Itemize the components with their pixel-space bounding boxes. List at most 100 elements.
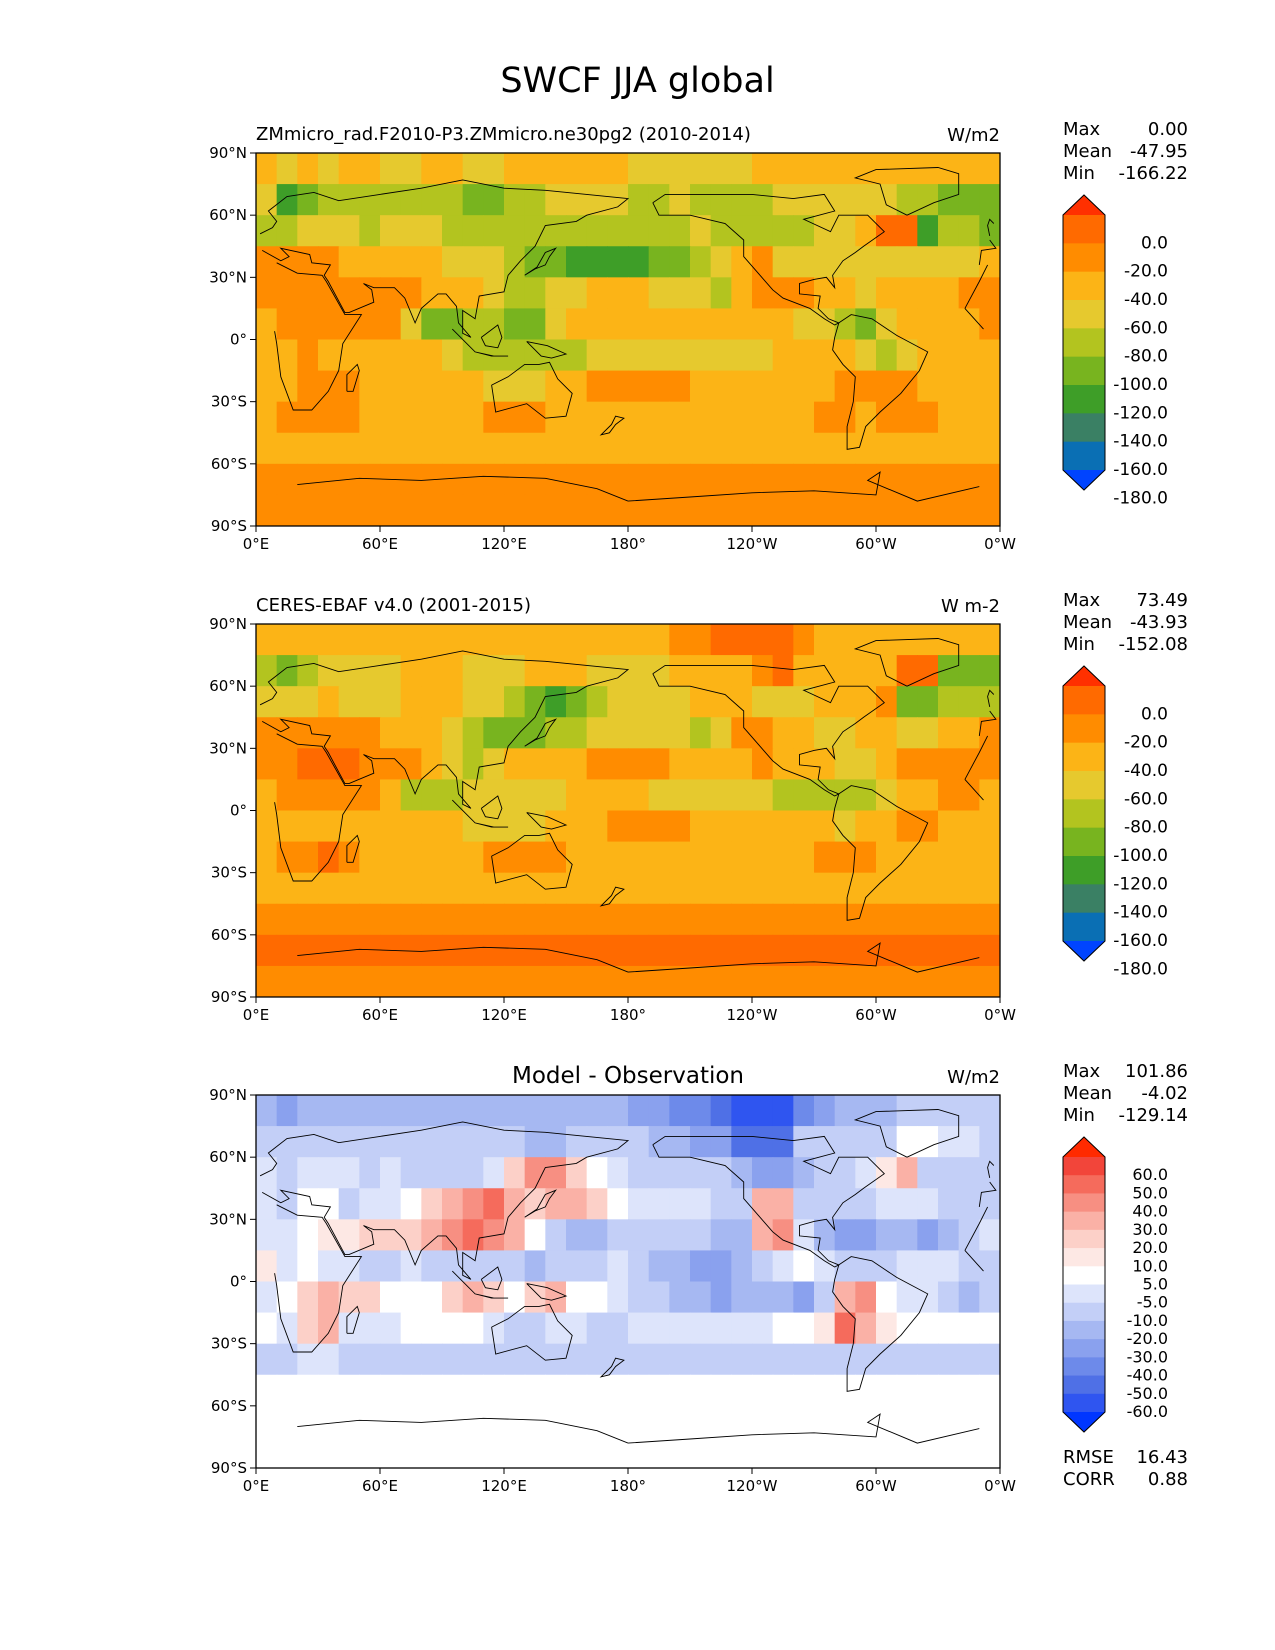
colorbar-label: -80.0 [1124, 818, 1168, 838]
field-cell [834, 1374, 856, 1407]
field-cell [876, 184, 898, 216]
field-cell [917, 277, 939, 310]
colorbar-segment [1063, 1266, 1105, 1285]
field-cell [958, 872, 980, 905]
stat-label: Mean [1063, 612, 1112, 633]
field-cell [648, 1312, 670, 1345]
field-cell [566, 246, 588, 278]
field-cell [380, 903, 402, 936]
field-cell [855, 624, 877, 656]
colorbar-label: -40.0 [1124, 290, 1168, 310]
x-tick-label: 180° [610, 1477, 646, 1495]
colorbar-top-extend [1063, 666, 1105, 686]
field-cell [917, 1281, 939, 1314]
field-cell [256, 432, 278, 465]
field-cell [421, 1126, 443, 1158]
field-cell [690, 370, 712, 403]
field-cell [834, 370, 856, 403]
field-cell [545, 1436, 567, 1468]
field-cell [958, 841, 980, 874]
field-cell [524, 1157, 546, 1189]
field-cell [628, 624, 650, 656]
field-cell [442, 1436, 464, 1468]
field-cell [380, 401, 402, 434]
colorbar-segment [1063, 385, 1105, 414]
field-cell [690, 624, 712, 656]
field-cell [979, 624, 1000, 656]
field-cell [938, 370, 960, 403]
field-cell [876, 246, 898, 278]
field-cell [380, 686, 402, 718]
field-cell [607, 246, 629, 278]
field-cell [938, 401, 960, 434]
field-cell [256, 903, 278, 936]
colorbar-segment [1063, 441, 1105, 471]
colorbar-label: -10.0 [1127, 1311, 1168, 1330]
field-cell [938, 1405, 960, 1438]
field-cell [338, 308, 360, 341]
field-cell [462, 965, 484, 997]
field-cell [690, 401, 712, 434]
field-cell [442, 965, 464, 997]
field-cell [834, 401, 856, 434]
field-cell [917, 655, 939, 687]
field-cell [380, 624, 402, 656]
field-cell [545, 1126, 567, 1158]
field-cell [421, 1095, 443, 1127]
field-cell [256, 779, 278, 812]
field-cell [318, 401, 340, 434]
coastline [274, 1204, 989, 1353]
field-cell [380, 810, 402, 843]
field-cell [896, 872, 918, 905]
colorbar-segment [1063, 1211, 1105, 1231]
field-cell [483, 1374, 505, 1407]
field-cell [400, 872, 422, 905]
colorbar-segment [1063, 912, 1105, 942]
coastline [987, 1160, 995, 1178]
field-cell [442, 1405, 464, 1438]
coastline [832, 1256, 929, 1392]
field-cell [380, 1312, 402, 1345]
field-cell [958, 494, 980, 526]
field-cell [876, 370, 898, 403]
field-cell [752, 432, 774, 465]
field-cell [979, 934, 1000, 967]
colorbar-segment [1063, 1320, 1105, 1340]
field-cell [648, 624, 670, 656]
field-cell [607, 1126, 629, 1158]
coastline [853, 1109, 960, 1158]
field-cell [938, 655, 960, 687]
field-cell [772, 401, 794, 434]
field-cell [504, 370, 526, 403]
field-cell [359, 370, 381, 403]
field-cell [979, 1405, 1000, 1438]
field-cell [504, 1126, 526, 1158]
field-cell [628, 339, 650, 372]
field-cell [979, 841, 1000, 874]
field-cell [318, 246, 340, 278]
field-cell [834, 841, 856, 874]
field-cell [524, 184, 546, 216]
field-cell [524, 215, 546, 247]
field-cell [814, 432, 836, 465]
field-cell [586, 1219, 608, 1252]
field-cell [752, 277, 774, 310]
panel-units: W m-2 [941, 596, 1000, 617]
field-cell [318, 965, 340, 997]
field-cell [938, 153, 960, 185]
field-cell [400, 686, 422, 718]
coastline [480, 1266, 503, 1291]
field-cell [855, 965, 877, 997]
field-cell [772, 277, 794, 310]
field-cell [896, 748, 918, 781]
field-cell [421, 1312, 443, 1345]
field-cell [710, 1157, 732, 1189]
coastlines [259, 638, 997, 973]
field-cell [380, 841, 402, 874]
field-cell [772, 370, 794, 403]
coastline [987, 689, 995, 707]
field-cell [772, 246, 794, 278]
field-cell [814, 1281, 836, 1314]
field-cell [483, 965, 505, 997]
field-cell [896, 370, 918, 403]
